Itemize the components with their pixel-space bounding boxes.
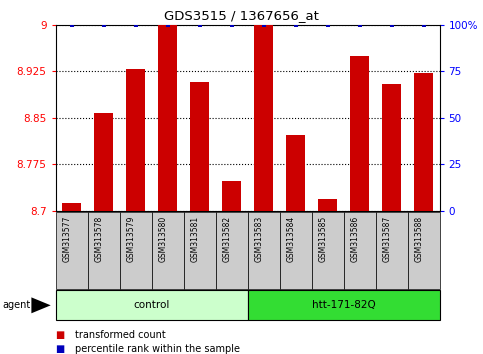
Text: ■: ■ xyxy=(56,330,65,339)
Bar xyxy=(87,212,120,289)
Bar xyxy=(152,212,184,289)
Text: GSM313588: GSM313588 xyxy=(414,216,424,262)
Bar xyxy=(318,199,337,211)
Text: GDS3515 / 1367656_at: GDS3515 / 1367656_at xyxy=(164,9,319,22)
Text: GSM313580: GSM313580 xyxy=(158,216,168,262)
Text: GSM313586: GSM313586 xyxy=(351,216,359,262)
Text: agent: agent xyxy=(2,300,30,310)
Text: GSM313578: GSM313578 xyxy=(95,216,103,262)
Bar xyxy=(120,212,152,289)
Text: GSM313587: GSM313587 xyxy=(383,216,392,262)
Text: GSM313579: GSM313579 xyxy=(127,216,136,262)
Text: ■: ■ xyxy=(56,344,65,354)
Bar xyxy=(56,290,248,320)
Bar xyxy=(158,25,177,211)
Bar xyxy=(254,25,273,211)
Bar xyxy=(280,212,312,289)
Bar xyxy=(222,181,241,211)
Bar xyxy=(56,212,87,289)
Bar xyxy=(382,84,401,211)
Text: percentile rank within the sample: percentile rank within the sample xyxy=(75,344,240,354)
Text: transformed count: transformed count xyxy=(75,330,166,339)
Bar xyxy=(350,56,369,211)
Text: GSM313577: GSM313577 xyxy=(62,216,71,262)
Bar xyxy=(414,73,433,211)
Bar xyxy=(94,113,113,211)
Bar xyxy=(312,212,343,289)
Text: GSM313581: GSM313581 xyxy=(190,216,199,262)
Bar xyxy=(184,212,215,289)
Bar xyxy=(248,290,440,320)
Text: htt-171-82Q: htt-171-82Q xyxy=(312,300,375,310)
Text: GSM313583: GSM313583 xyxy=(255,216,264,262)
Text: GSM313585: GSM313585 xyxy=(318,216,327,262)
Polygon shape xyxy=(31,297,51,313)
Text: control: control xyxy=(133,300,170,310)
Bar xyxy=(408,212,440,289)
Bar xyxy=(190,82,209,211)
Bar xyxy=(376,212,408,289)
Bar xyxy=(215,212,248,289)
Bar xyxy=(248,212,280,289)
Bar xyxy=(286,135,305,211)
Bar xyxy=(343,212,376,289)
Text: GSM313584: GSM313584 xyxy=(286,216,296,262)
Bar xyxy=(126,69,145,211)
Bar xyxy=(62,203,81,211)
Text: GSM313582: GSM313582 xyxy=(223,216,231,262)
